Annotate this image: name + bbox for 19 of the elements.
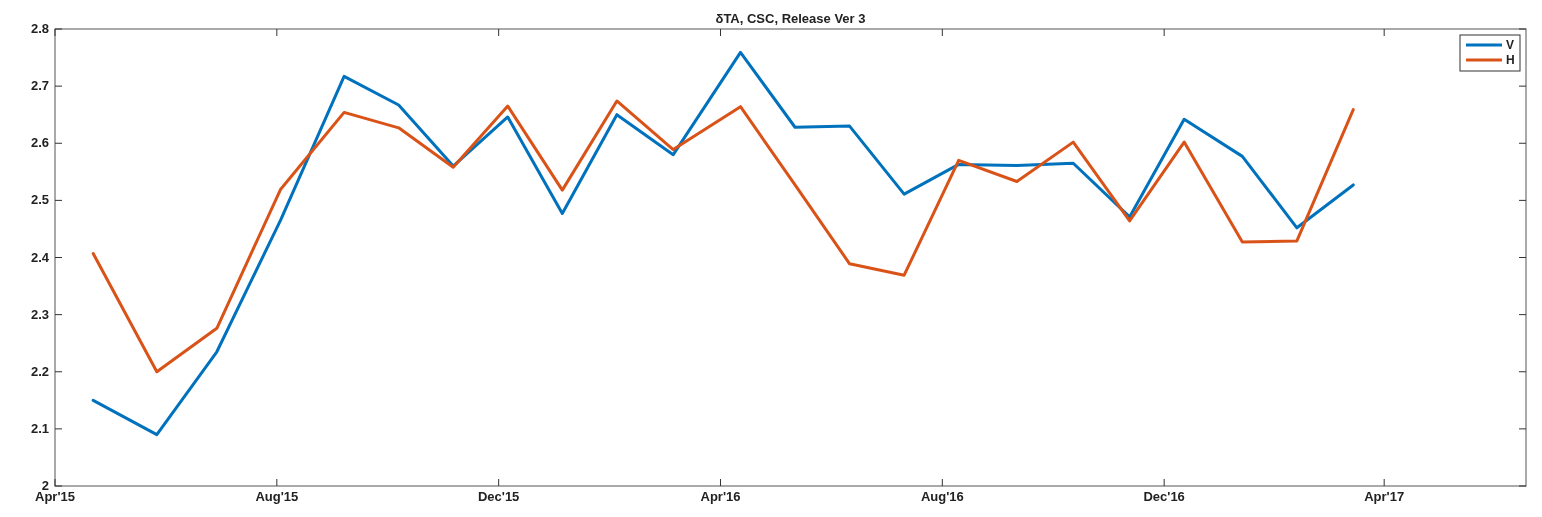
x-tick-label: Apr'16 [700,489,741,504]
x-tick-label: Aug'16 [920,489,964,504]
line-series [91,50,1355,437]
x-tick-label: Dec'15 [477,489,520,504]
y-tick-label: 2.5 [30,192,49,208]
y-tick-label: 2.2 [30,363,49,379]
y-tick-label: 2.6 [30,135,49,151]
y-tick-label: 2.8 [30,21,49,36]
x-tick-label: Dec'16 [1143,489,1185,504]
y-tick-label: 2.7 [30,78,49,94]
legend-label: V [1506,38,1515,52]
y-tick-label: 2.4 [30,249,50,265]
x-tick-label: Apr'17 [1364,489,1405,504]
legend-label: H [1506,53,1515,67]
x-tick-label: Aug'15 [255,489,299,504]
chart-title: δTA, CSC, Release Ver 3 [715,11,866,26]
y-tick-label: 2.1 [30,420,49,436]
line-series [91,99,1355,374]
y-tick-label: 2.3 [30,306,49,322]
